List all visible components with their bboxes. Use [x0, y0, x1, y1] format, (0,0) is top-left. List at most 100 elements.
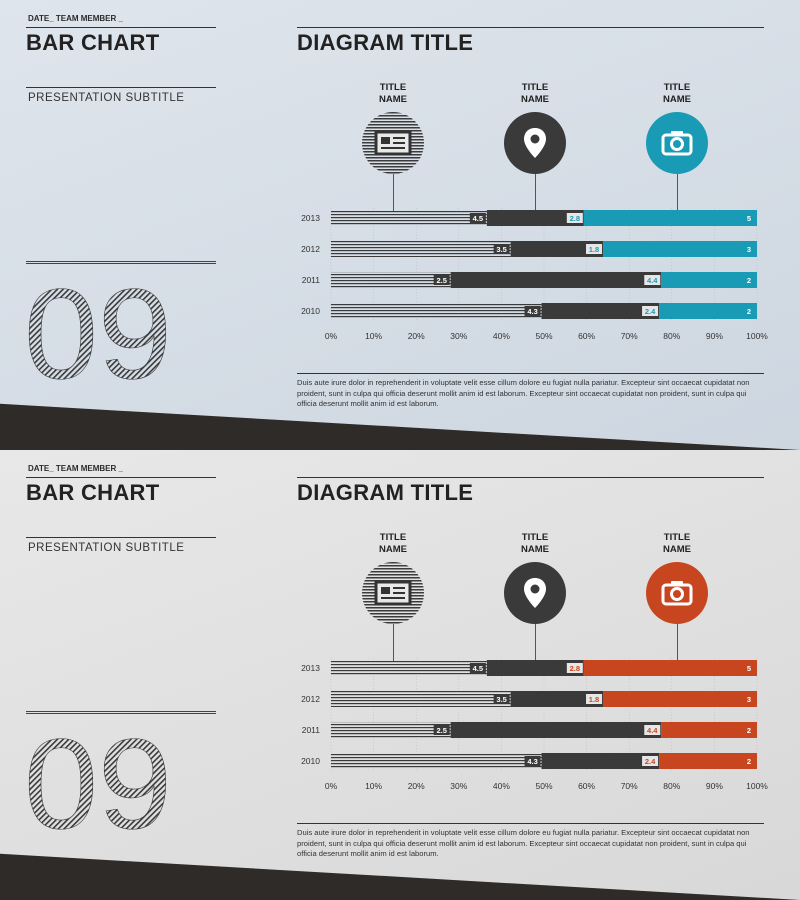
- x-tick-label: 20%: [408, 331, 425, 341]
- x-tick-label: 0%: [325, 331, 338, 341]
- bar-segment: [541, 753, 660, 769]
- x-tick-label: 80%: [663, 781, 680, 791]
- value-label-box: [524, 306, 541, 316]
- value-label-box: [741, 244, 757, 254]
- data-label: 1.8: [589, 245, 599, 254]
- page-title: BAR CHART: [26, 30, 160, 55]
- value-label-box: [586, 694, 603, 704]
- bar-segment: [603, 691, 757, 707]
- bar-segment: [583, 660, 757, 676]
- data-label: 3: [747, 245, 751, 254]
- map-pin-icon-circle: [504, 562, 566, 624]
- icon-title-line1: TITLE: [379, 82, 407, 93]
- data-label: 3.5: [496, 695, 506, 704]
- value-label-box: [741, 275, 757, 285]
- data-label: 4.3: [527, 757, 537, 766]
- value-label-box: [566, 213, 583, 223]
- category-label: 2010: [301, 756, 320, 766]
- category-label: 2012: [301, 694, 320, 704]
- data-label: 2: [747, 726, 751, 735]
- x-tick-label: 60%: [578, 781, 595, 791]
- bar-segment: [659, 303, 757, 319]
- icon-title-line1: TITLE: [663, 82, 691, 93]
- camera-icon-circle: [646, 562, 708, 624]
- data-label: 2: [747, 307, 751, 316]
- map-pin-icon-circle: [504, 112, 566, 174]
- value-label-box: [642, 756, 659, 766]
- icon-title-line1: TITLE: [379, 532, 407, 543]
- data-label: 5: [747, 214, 751, 223]
- value-label-box: [493, 244, 510, 254]
- x-tick-label: 100%: [746, 781, 768, 791]
- slide-number: 09: [24, 282, 172, 382]
- data-label: 1.8: [589, 695, 599, 704]
- body-rule: [297, 823, 764, 824]
- x-tick-label: 100%: [746, 331, 768, 341]
- data-label: 4.3: [527, 307, 537, 316]
- data-label: 4.4: [647, 276, 658, 285]
- value-label-box: [469, 213, 486, 223]
- slide-number: 09: [24, 732, 172, 832]
- x-tick-label: 90%: [706, 781, 723, 791]
- body-text: Duis aute irure dolor in reprehenderit i…: [297, 828, 750, 858]
- icon-stem-1: [393, 624, 394, 661]
- value-label-box: [741, 306, 757, 316]
- top-rule-right: [297, 27, 764, 28]
- x-tick-label: 10%: [365, 781, 382, 791]
- top-rule-left: [26, 477, 216, 478]
- bar-segment: [331, 722, 451, 738]
- x-tick-label: 10%: [365, 331, 382, 341]
- icon-title-1: TITLE NAME: [353, 532, 433, 556]
- bar-segment: [486, 660, 584, 676]
- x-tick-label: 0%: [325, 781, 338, 791]
- diagram-title: DIAGRAM TITLE: [297, 30, 474, 55]
- bar-segment: [603, 241, 757, 257]
- data-label: 4.4: [647, 726, 658, 735]
- bar-segment: [331, 691, 511, 707]
- bar-segment: [659, 753, 757, 769]
- icon-title-3: TITLE NAME: [637, 532, 717, 556]
- data-label: 4.5: [473, 664, 483, 673]
- value-label-box: [433, 275, 450, 285]
- bar-segment: [331, 303, 542, 319]
- icon-title-line2: NAME: [521, 544, 549, 555]
- bar-chart: 2013 4.5 2.8 5 2012 3.5 1.8 3 2011 2.5 4.4 2 2010 4.3…: [301, 658, 768, 791]
- icon-title-line2: NAME: [663, 544, 691, 555]
- category-label: 2013: [301, 663, 320, 673]
- date-team-label: DATE_ TEAM MEMBER _: [28, 14, 123, 23]
- icon-title-3: TITLE NAME: [637, 82, 717, 106]
- icon-stem-3: [677, 174, 678, 211]
- map-pin-icon: [524, 578, 546, 608]
- bar-segment: [510, 691, 604, 707]
- data-label: 2.5: [436, 276, 446, 285]
- x-tick-label: 90%: [706, 331, 723, 341]
- bar-segment: [486, 210, 584, 226]
- bar-segment: [541, 303, 660, 319]
- page-title: BAR CHART: [26, 480, 160, 505]
- icon-title-2: TITLE NAME: [495, 82, 575, 106]
- icon-title-line2: NAME: [663, 94, 691, 105]
- value-label-box: [741, 213, 757, 223]
- bar-segment: [583, 210, 757, 226]
- newspaper-icon-circle: [362, 112, 424, 174]
- x-tick-label: 40%: [493, 781, 510, 791]
- value-label-box: [566, 663, 583, 673]
- value-label-box: [469, 663, 486, 673]
- data-label: 2.4: [645, 307, 656, 316]
- newspaper-icon: [374, 580, 412, 606]
- icon-stem-1: [393, 174, 394, 211]
- x-tick-label: 30%: [450, 781, 467, 791]
- value-label-box: [493, 694, 510, 704]
- value-label-box: [741, 725, 757, 735]
- bar-segment: [331, 753, 542, 769]
- bar-segment: [331, 660, 487, 676]
- data-label: 2: [747, 757, 751, 766]
- category-label: 2013: [301, 213, 320, 223]
- bar-segment: [661, 272, 757, 288]
- icon-title-line1: TITLE: [521, 82, 549, 93]
- camera-icon: [661, 131, 693, 156]
- x-tick-label: 50%: [535, 781, 552, 791]
- x-tick-label: 50%: [535, 331, 552, 341]
- icon-title-2: TITLE NAME: [495, 532, 575, 556]
- value-label-box: [642, 306, 659, 316]
